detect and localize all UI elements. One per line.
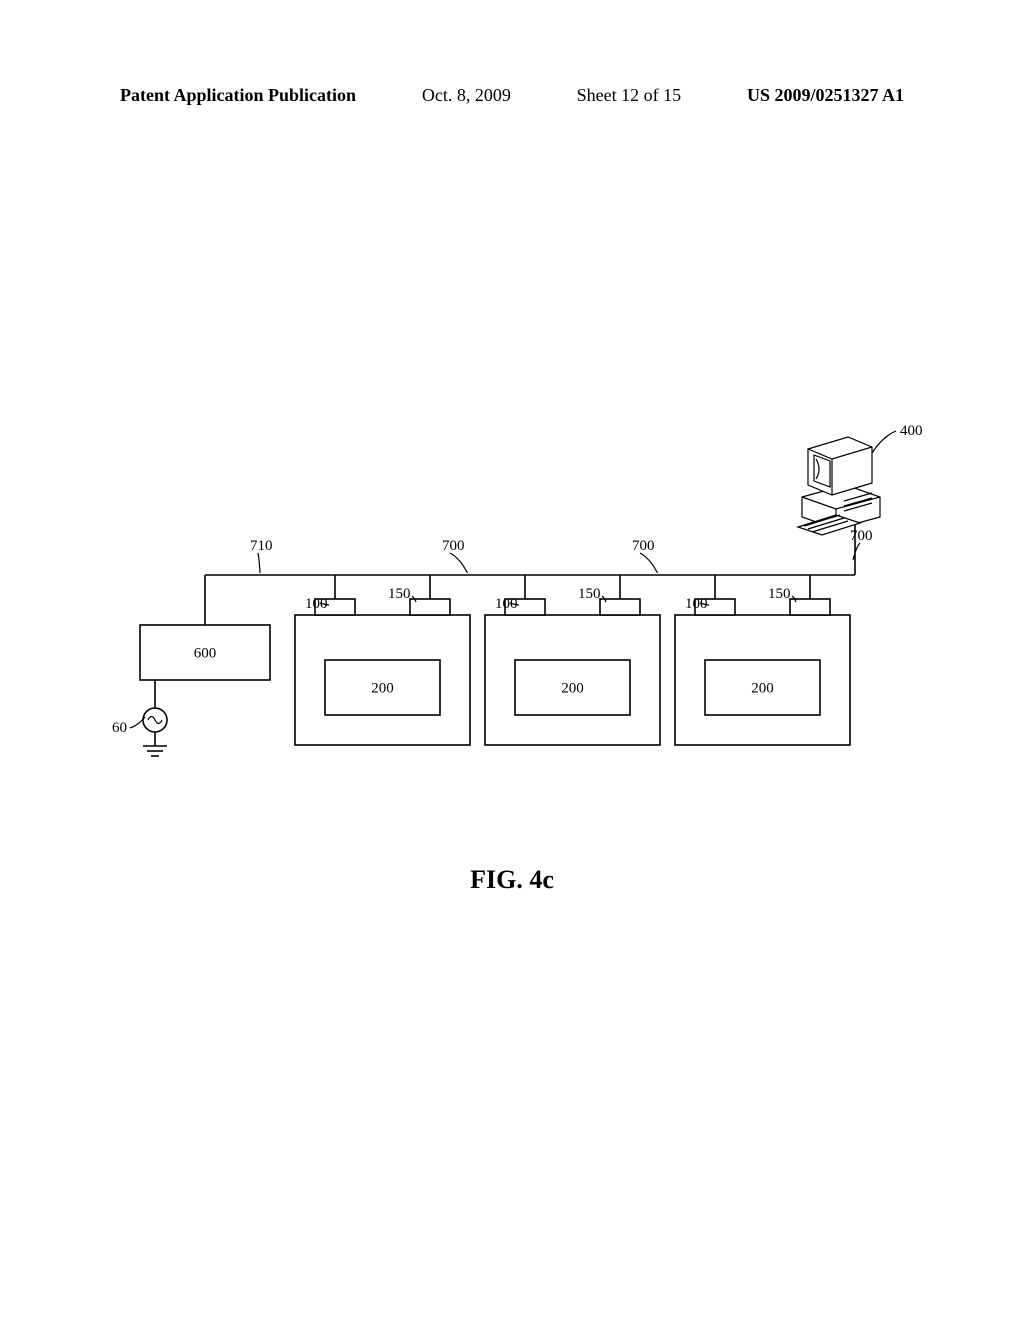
- publication-label: Patent Application Publication: [120, 85, 356, 106]
- figure-caption: FIG. 4c: [0, 865, 1024, 895]
- svg-text:700: 700: [442, 538, 465, 554]
- svg-text:600: 600: [194, 646, 217, 662]
- svg-text:150: 150: [768, 586, 791, 602]
- svg-text:200: 200: [371, 681, 394, 697]
- svg-text:700: 700: [850, 528, 873, 544]
- svg-text:710: 710: [250, 538, 273, 554]
- sheet-number: Sheet 12 of 15: [577, 85, 681, 106]
- svg-text:200: 200: [561, 681, 584, 697]
- svg-text:150: 150: [578, 586, 601, 602]
- publication-date: Oct. 8, 2009: [422, 85, 511, 106]
- svg-text:150: 150: [388, 586, 411, 602]
- page-header: Patent Application Publication Oct. 8, 2…: [0, 85, 1024, 106]
- svg-text:400: 400: [900, 423, 923, 439]
- figure-diagram: 6060020020020071070070070010010010015015…: [110, 420, 930, 800]
- svg-text:60: 60: [112, 720, 127, 736]
- publication-number: US 2009/0251327 A1: [747, 85, 904, 106]
- svg-text:200: 200: [751, 681, 774, 697]
- svg-text:700: 700: [632, 538, 655, 554]
